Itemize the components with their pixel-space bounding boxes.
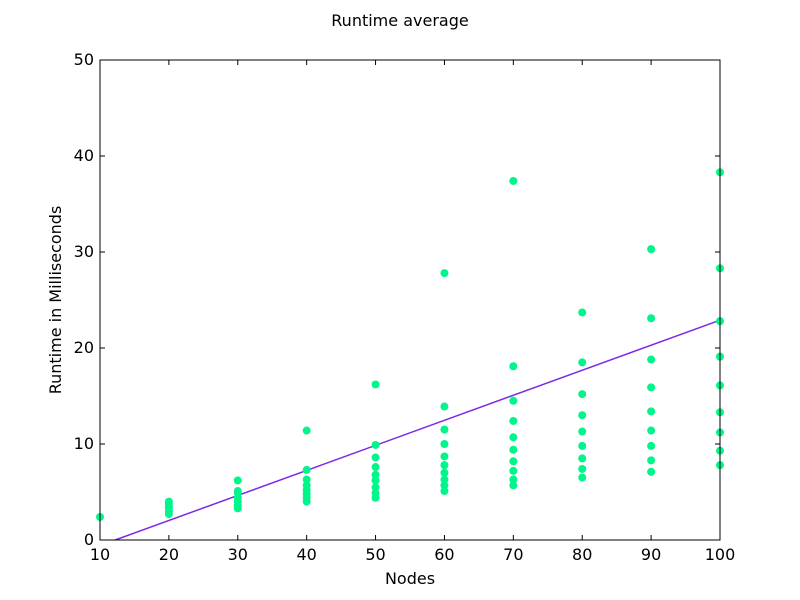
x-axis-label: Nodes: [385, 569, 435, 588]
data-point: [509, 416, 518, 425]
data-point: [371, 483, 380, 492]
x-tick-label: 90: [641, 545, 661, 564]
data-point: [371, 380, 380, 389]
data-point: [647, 467, 656, 476]
data-point: [302, 475, 311, 484]
data-point: [578, 427, 587, 436]
data-point: [440, 461, 449, 470]
data-point: [509, 176, 518, 185]
x-tick-label: 20: [159, 545, 179, 564]
data-point: [233, 476, 242, 485]
y-tick-label: 30: [74, 242, 94, 261]
data-point: [371, 476, 380, 485]
x-tick-label: 100: [705, 545, 736, 564]
data-point: [578, 358, 587, 367]
data-point: [647, 456, 656, 465]
data-point: [164, 497, 173, 506]
data-point: [647, 314, 656, 323]
data-point: [647, 245, 656, 254]
data-point: [509, 445, 518, 454]
x-tick-label: 60: [434, 545, 454, 564]
x-tick-label: 70: [503, 545, 523, 564]
plot-frame: [99, 59, 721, 541]
data-point: [440, 425, 449, 434]
data-point: [233, 487, 242, 496]
data-point: [371, 488, 380, 497]
data-point: [578, 441, 587, 450]
data-point: [578, 473, 587, 482]
y-tick-label: 50: [74, 50, 94, 69]
x-tick-label: 50: [365, 545, 385, 564]
y-tick-label: 20: [74, 338, 94, 357]
x-tick-label: 10: [90, 545, 110, 564]
data-point: [509, 433, 518, 442]
x-tick-label: 40: [296, 545, 316, 564]
data-point: [440, 269, 449, 278]
data-point: [440, 402, 449, 411]
y-tick-label: 0: [84, 530, 94, 549]
data-point: [371, 440, 380, 449]
data-point: [647, 407, 656, 416]
data-point: [440, 452, 449, 461]
data-point: [509, 396, 518, 405]
data-point: [578, 454, 587, 463]
data-point: [578, 411, 587, 420]
data-point: [509, 362, 518, 371]
data-point: [509, 475, 518, 484]
data-point: [371, 470, 380, 479]
chart-title: Runtime average: [331, 11, 468, 30]
data-point: [440, 440, 449, 448]
data-point: [647, 426, 656, 435]
data-point: [440, 475, 449, 484]
data-point: [302, 426, 311, 435]
x-tick-label: 80: [572, 545, 592, 564]
data-point: [647, 441, 656, 450]
data-point: [371, 453, 380, 462]
data-point: [440, 487, 449, 496]
data-point: [578, 464, 587, 473]
data-point: [371, 463, 380, 472]
trend-line: [114, 319, 721, 541]
data-point: [509, 481, 518, 490]
data-point: [647, 355, 656, 364]
data-point: [302, 465, 311, 474]
data-point: [578, 390, 587, 399]
y-tick-label: 10: [74, 434, 94, 453]
data-point: [509, 457, 518, 466]
plot-area: [100, 60, 720, 540]
y-axis-label: Runtime in Milliseconds: [46, 206, 65, 395]
y-tick-label: 40: [74, 146, 94, 165]
data-point: [440, 468, 449, 477]
data-point: [302, 481, 311, 490]
data-point: [578, 308, 587, 317]
data-point: [440, 481, 449, 490]
data-point: [647, 383, 656, 392]
data-point: [509, 466, 518, 475]
x-tick-label: 30: [228, 545, 248, 564]
